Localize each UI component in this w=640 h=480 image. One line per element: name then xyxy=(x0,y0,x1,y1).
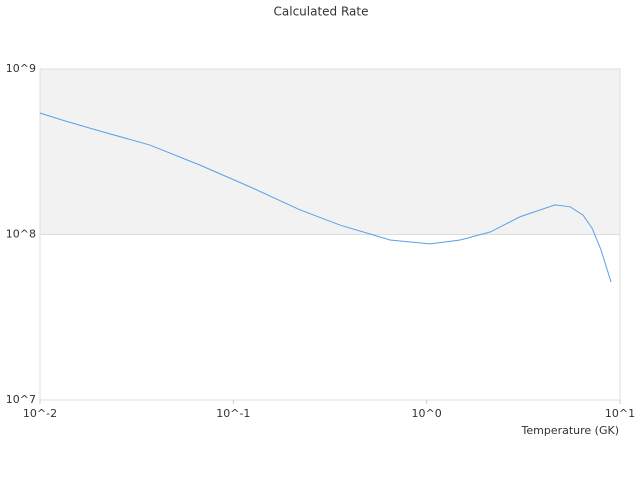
chart-title: Calculated Rate xyxy=(274,5,369,19)
x-tick-label: 10^-1 xyxy=(216,407,250,420)
x-axis-label: Temperature (GK) xyxy=(521,424,620,437)
y-tick-label: 10^9 xyxy=(6,62,36,75)
x-tick-label: 10^0 xyxy=(412,407,442,420)
y-tick-label: 10^8 xyxy=(6,228,36,241)
x-tick-label: 10^1 xyxy=(605,407,635,420)
x-tick-label: 10^-2 xyxy=(23,407,57,420)
line-series xyxy=(39,112,612,283)
y-tick-label: 10^7 xyxy=(6,393,36,406)
plot-band xyxy=(40,69,620,235)
